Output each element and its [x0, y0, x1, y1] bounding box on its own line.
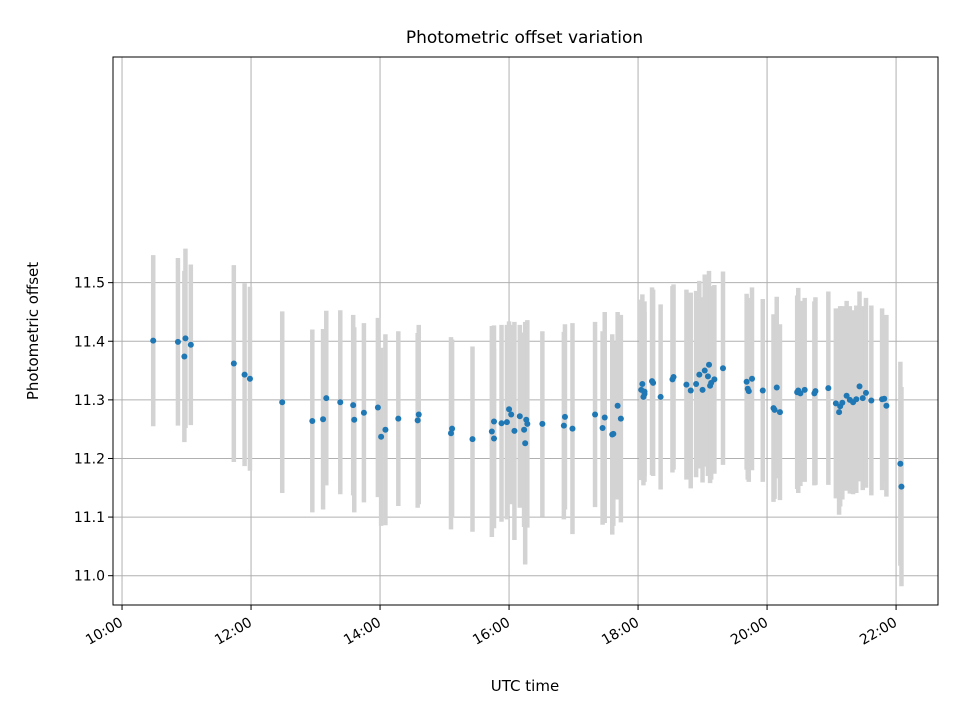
data-point — [881, 395, 888, 402]
data-point — [898, 483, 905, 490]
data-point — [859, 395, 866, 402]
data-point — [415, 411, 422, 418]
data-point — [508, 411, 515, 418]
y-tick-label: 11.4 — [74, 334, 105, 350]
data-point — [687, 387, 694, 394]
y-tick-label: 11.3 — [74, 393, 105, 409]
data-point — [241, 371, 248, 378]
data-point — [511, 427, 518, 434]
data-point — [414, 417, 421, 424]
y-tick-label: 11.2 — [74, 451, 105, 467]
data-point — [839, 399, 846, 406]
data-point — [745, 388, 752, 395]
data-point — [771, 406, 778, 413]
data-point — [749, 375, 756, 382]
plot-frame — [112, 56, 939, 606]
data-point — [187, 341, 194, 348]
data-point — [351, 416, 358, 423]
data-point — [610, 430, 617, 437]
data-point — [521, 426, 528, 433]
y-tick-label: 11.5 — [74, 276, 105, 292]
data-point — [883, 402, 890, 409]
data-point — [323, 395, 330, 402]
data-point — [614, 402, 621, 409]
data-point — [150, 337, 157, 344]
data-point — [599, 424, 606, 431]
data-point — [641, 388, 648, 395]
data-point — [279, 399, 286, 406]
data-point — [601, 414, 608, 421]
data-point — [657, 393, 664, 400]
data-point — [639, 381, 646, 388]
data-point — [449, 425, 456, 432]
data-point — [683, 381, 690, 388]
data-point — [498, 420, 505, 427]
data-point — [182, 335, 189, 342]
y-tick-label: 11.0 — [74, 569, 105, 585]
data-point — [650, 379, 657, 386]
data-point — [897, 460, 904, 467]
data-point — [524, 420, 531, 427]
data-point — [776, 409, 783, 416]
data-point — [856, 383, 863, 390]
data-point — [699, 386, 706, 393]
data-point — [836, 409, 843, 416]
point-layer — [150, 335, 905, 490]
data-point — [670, 374, 677, 381]
data-point — [693, 381, 700, 388]
chart-title: Photometric offset variation — [406, 28, 643, 48]
data-point — [395, 415, 402, 422]
data-point — [868, 397, 875, 404]
data-point — [743, 378, 750, 385]
data-point — [516, 413, 523, 420]
data-point — [382, 426, 389, 433]
data-point — [522, 440, 529, 447]
data-point — [592, 411, 599, 418]
data-point — [506, 406, 513, 413]
data-point — [230, 360, 237, 367]
data-point — [246, 375, 253, 382]
data-point — [832, 400, 839, 407]
data-point — [378, 433, 385, 440]
data-point — [491, 418, 498, 425]
data-point — [469, 436, 476, 443]
data-point — [181, 353, 188, 360]
data-point — [706, 361, 713, 368]
data-point — [812, 388, 819, 395]
data-point — [174, 338, 181, 345]
data-point — [711, 376, 718, 383]
data-point — [320, 416, 327, 423]
data-point — [801, 386, 808, 393]
y-axis-label: Photometric offset — [24, 262, 42, 400]
data-point — [360, 409, 367, 416]
data-point — [773, 384, 780, 391]
data-point — [337, 399, 344, 406]
data-point — [843, 392, 850, 399]
data-point — [491, 435, 498, 442]
data-point — [853, 396, 860, 403]
data-point — [701, 367, 708, 374]
data-point — [447, 430, 454, 437]
data-point — [825, 385, 832, 392]
data-point — [617, 415, 624, 422]
data-point — [488, 428, 495, 435]
data-point — [569, 425, 576, 432]
y-tick-label: 11.1 — [74, 510, 105, 526]
data-point — [561, 413, 568, 420]
data-point — [696, 371, 703, 378]
data-point — [560, 422, 567, 429]
data-point — [862, 389, 869, 396]
data-point — [374, 404, 381, 411]
data-point — [797, 390, 804, 397]
data-point — [350, 402, 357, 409]
data-point — [704, 373, 711, 380]
x-axis-label: UTC time — [491, 677, 559, 695]
data-point — [309, 417, 316, 424]
data-point — [503, 419, 510, 426]
data-point — [759, 387, 766, 394]
data-point — [539, 420, 546, 427]
data-point — [719, 365, 726, 372]
